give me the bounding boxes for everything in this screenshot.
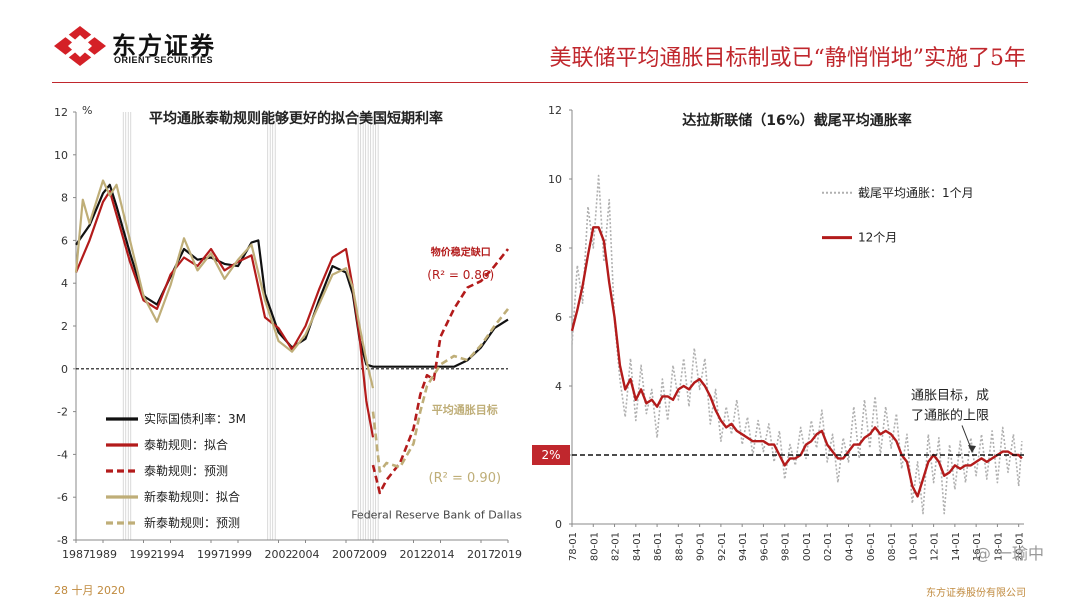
right-y-tick-label: 4 — [555, 380, 562, 393]
right-y-tick-label: 12 — [548, 104, 562, 117]
left-legend-label-1: 泰勒规则：拟合 — [144, 437, 228, 452]
right-x-tick-label: 10-01 — [908, 532, 919, 561]
left-x-tick-label: 2004 — [292, 548, 320, 561]
left-y-tick-label: -6 — [57, 491, 68, 504]
annotation-arrow-head — [968, 445, 976, 453]
right-x-tick-label: 20-01 — [1015, 532, 1026, 561]
right-x-tick-label: 96-01 — [759, 532, 770, 561]
right-x-tick-label: 02-01 — [823, 532, 834, 561]
left-x-tick-label: 1997 — [197, 548, 225, 561]
left-y-tick-label: 4 — [61, 277, 68, 290]
left-y-tick-label: 12 — [54, 106, 68, 119]
annotation-target-note-2: 了通胀的上限 — [911, 407, 989, 423]
title-divider — [52, 82, 1028, 83]
left-x-tick-label: 1987 — [62, 548, 90, 561]
left-legend-label-4: 新泰勒规则：预测 — [144, 515, 240, 530]
left-y-tick-label: 2 — [61, 320, 68, 333]
right-x-tick-label: 86-01 — [653, 532, 664, 561]
right-x-tick-label: 98-01 — [781, 532, 792, 561]
left-x-tick-label: 2002 — [265, 548, 293, 561]
left-series-line-0 — [75, 183, 509, 368]
brand-logo: 东方证券 ORIENT SECURITIES — [52, 24, 272, 68]
left-legend-label-2: 泰勒规则：预测 — [144, 463, 228, 478]
left-y-tick-label: -8 — [57, 534, 68, 547]
right-x-tick-label: 90-01 — [696, 532, 707, 561]
left-y-tick-label: 6 — [61, 234, 68, 247]
right-series-line-0 — [571, 174, 1023, 515]
annotation-ait-label: 平均通胀目标 — [432, 403, 498, 417]
right-y-tick-label: 8 — [555, 242, 562, 255]
right-x-tick-label: 82-01 — [611, 532, 622, 561]
left-x-tick-label: 2014 — [427, 548, 455, 561]
right-legend-label-0: 截尾平均通胀：1个月 — [858, 186, 974, 200]
right-x-tick-label: 04-01 — [845, 532, 856, 561]
left-series-line-3 — [74, 179, 375, 389]
left-x-tick-label: 2009 — [359, 548, 387, 561]
logo-chinese-name: 东方证券 — [112, 32, 216, 60]
left-y-tick-label: -2 — [57, 406, 68, 419]
left-y-tick-label: -4 — [57, 448, 68, 461]
right-legend-label-1: 12个月 — [858, 231, 897, 245]
left-x-tick-label: 1999 — [224, 548, 252, 561]
annotation-r2-taylor: (R² = 0.86) — [427, 268, 494, 282]
right-x-tick-label: 80-01 — [589, 532, 600, 561]
footer-date: 28 十月 2020 — [54, 584, 125, 597]
annotation-target-note-1: 通胀目标，成 — [911, 388, 989, 403]
annotation-gap-label: 物价稳定缺口 — [431, 245, 491, 258]
right-chart-trimmed-mean: 02468101278-0180-0182-0184-0186-0188-019… — [532, 104, 1026, 561]
left-chart-taylor-rule: -8 -6 -4 -2 0 2 4 6 8 10 12 % 1987 1989 1992 1994 1997 19… — [54, 104, 522, 561]
right-x-tick-label: 84-01 — [632, 532, 643, 561]
logo-english-name: ORIENT SECURITIES — [114, 55, 214, 65]
left-series-line-2 — [371, 248, 510, 495]
right-x-tick-label: 16-01 — [972, 532, 983, 561]
right-x-tick-label: 78-01 — [568, 532, 579, 561]
left-x-tick-label: 2017 — [467, 548, 495, 561]
footer-company: 东方证券股份有限公司 — [926, 588, 1026, 599]
left-x-tick-label: 2007 — [332, 548, 360, 561]
left-y-tick-label: 8 — [61, 192, 68, 205]
right-x-tick-label: 06-01 — [866, 532, 877, 561]
right-series-line-1 — [570, 226, 1023, 498]
left-y-tick-label: 0 — [61, 363, 68, 376]
left-legend-label-0: 实际国债利率：3M — [144, 411, 246, 426]
right-x-tick-label: 92-01 — [717, 532, 728, 561]
left-x-tick-label: 1989 — [89, 548, 117, 561]
annotation-source: Federal Reserve Bank of Dallas — [351, 509, 522, 522]
right-x-tick-label: 14-01 — [951, 532, 962, 561]
left-x-tick-label: 1992 — [130, 548, 158, 561]
right-y-tick-label: 6 — [555, 311, 562, 324]
right-x-tick-label: 18-01 — [993, 532, 1004, 561]
target-2pct-badge — [532, 445, 570, 465]
annotation-r2-new: (R² = 0.90) — [429, 471, 502, 486]
left-x-tick-label: 2012 — [400, 548, 428, 561]
right-x-tick-label: 88-01 — [674, 532, 685, 561]
right-y-tick-label: 0 — [555, 518, 562, 531]
right-y-tick-label: 10 — [548, 173, 562, 186]
left-chart-title: 平均通胀泰勒规则能够更好的拟合美国短期利率 — [149, 110, 443, 127]
left-y-unit: % — [82, 104, 92, 117]
left-legend-label-3: 新泰勒规则：拟合 — [144, 489, 240, 504]
right-x-tick-label: 08-01 — [887, 532, 898, 561]
left-series-line-4 — [371, 308, 510, 473]
diamond-logo-icon — [54, 26, 106, 66]
target-2pct-label: 2% — [541, 448, 560, 462]
left-x-tick-label: 1994 — [157, 548, 185, 561]
right-x-tick-label: 12-01 — [930, 532, 941, 561]
right-x-tick-label: 94-01 — [738, 532, 749, 561]
slide-title: 美联储平均通胀目标制或已“静悄悄地”实施了5年 — [549, 46, 1027, 71]
left-y-tick-label: 10 — [54, 149, 68, 162]
right-chart-title: 达拉斯联储（16%）截尾平均通胀率 — [682, 112, 912, 129]
watermark: @ 一瑜中 — [974, 544, 1044, 563]
left-x-tick-label: 2019 — [494, 548, 522, 561]
right-x-tick-label: 00-01 — [802, 532, 813, 561]
left-series-line-1 — [74, 190, 375, 438]
